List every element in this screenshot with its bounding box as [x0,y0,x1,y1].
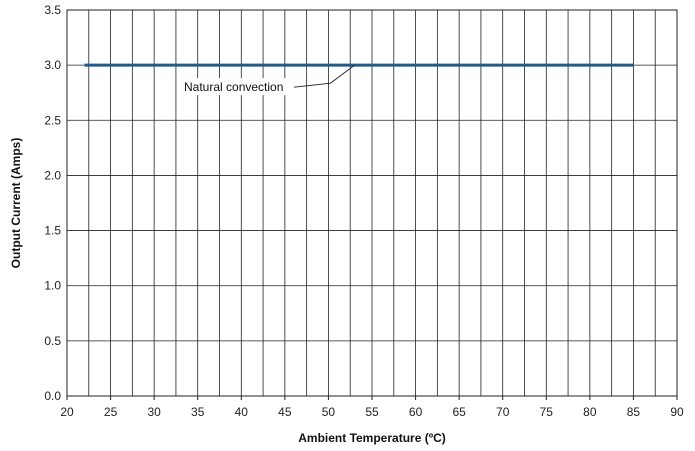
x-tick-label: 75 [540,405,554,419]
y-tick-label: 2.5 [44,113,61,127]
y-tick-label: 1.0 [44,279,61,293]
x-tick-label: 60 [409,405,423,419]
x-tick-label: 70 [496,405,510,419]
y-axis-title: Output Current (Amps) [9,138,23,269]
annotation-natural-convection: Natural convection [184,80,283,94]
x-tick-label: 90 [670,405,684,419]
grid [66,9,678,397]
y-tick-label: 2.0 [44,168,61,182]
x-tick-label: 45 [278,405,292,419]
x-tick-label: 80 [583,405,597,419]
x-tick-label: 35 [191,405,205,419]
y-tick-label: 3.0 [44,58,61,72]
x-tick-label: 50 [322,405,336,419]
y-tick-label: 1.5 [44,224,61,238]
annotation-leader [293,64,355,88]
annotation-layer: Natural convection [181,64,355,96]
x-tick-label: 55 [365,405,379,419]
x-tick-label: 25 [104,405,118,419]
x-tick-label: 40 [235,405,249,419]
x-tick-labels: 20 25 30 35 40 45 50 55 60 65 70 75 80 85 90 [60,396,684,419]
x-tick-label: 65 [452,405,466,419]
x-tick-label: 85 [627,405,641,419]
x-tick-label: 30 [147,405,161,419]
y-tick-labels: 0.0 0.5 1.0 1.5 2.0 2.5 3.0 3.5 [44,3,61,403]
y-tick-label: 3.5 [44,3,61,17]
y-tick-label: 0.5 [44,334,61,348]
y-tick-label: 0.0 [44,389,61,403]
x-tick-label: 20 [60,405,74,419]
annotation-background [181,78,293,96]
x-axis-title: Ambient Temperature (ºC) [298,431,446,445]
